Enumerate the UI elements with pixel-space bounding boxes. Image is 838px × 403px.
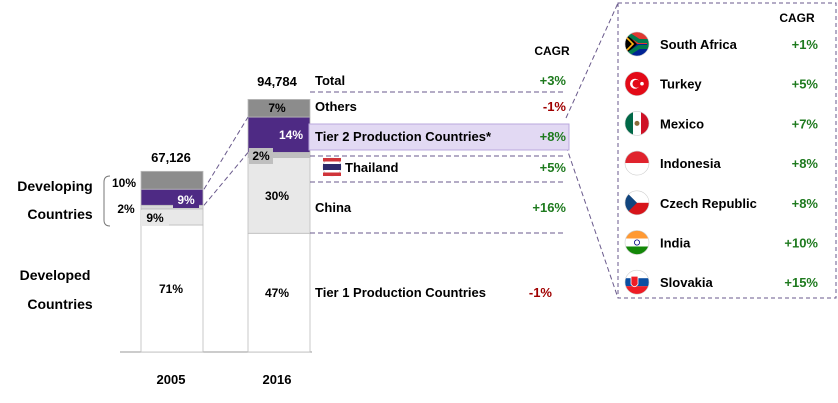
row-label-4: China [315, 200, 352, 215]
row-cagr-2: +8% [540, 129, 567, 144]
row-cagr-4: +16% [532, 200, 566, 215]
connector-tier2-bottom [203, 152, 249, 206]
bar-label-2016-china: 30% [265, 189, 289, 203]
row-label-3: Thailand [345, 160, 399, 175]
bar-label-2016-tier2-box [278, 127, 304, 143]
row-label-1: Others [315, 99, 357, 114]
row-label-5: Tier 1 Production Countries [315, 285, 486, 300]
tier2-country-cagr-4: +8% [792, 196, 819, 211]
year-label-2005: 2005 [157, 372, 186, 387]
bar-label-2005-others: 10% [112, 176, 136, 190]
row-label-0: Total [315, 73, 345, 88]
india-flag-icon [624, 230, 650, 255]
connector-tier2-top [203, 116, 249, 190]
year-label-2016: 2016 [263, 372, 292, 387]
callout-connector-top [565, 2, 619, 119]
developing-bracket [103, 175, 111, 227]
turkey-flag-icon [624, 71, 650, 96]
bar-label-2016-tier1: 47% [265, 286, 289, 300]
cagr-header: CAGR [534, 44, 570, 58]
south-africa-flag-icon [624, 31, 650, 57]
mexico-flag-icon [624, 111, 650, 136]
bar-label-2005-thailand: 2% [117, 202, 135, 216]
tier2-country-cagr-0: +1% [792, 37, 819, 52]
bar-label-2016-thailand: 2% [252, 149, 270, 163]
bar-label-2016-others: 7% [268, 101, 286, 115]
bar-label-2016-thailand-box [249, 148, 273, 164]
row-cagr-3: +5% [540, 160, 567, 175]
total-label-2005: 67,126 [151, 150, 191, 165]
tier2-callout-panel [617, 2, 837, 299]
tier2-country-name-1: Turkey [660, 77, 702, 92]
tier2-country-name-3: Indonesia [660, 156, 721, 171]
row-cagr-0: +3% [540, 73, 567, 88]
indonesia-flag-icon [624, 150, 650, 176]
tier2-highlight [308, 123, 570, 151]
developing-label-line2: Countries [27, 206, 93, 222]
bar-label-2005-tier2: 9% [177, 193, 195, 207]
tier2-cagr-header: CAGR [779, 11, 815, 25]
developed-label-line1: Developed [20, 267, 91, 283]
tier2-country-cagr-3: +8% [792, 156, 819, 171]
developed-label-line2: Countries [27, 296, 93, 312]
row-cagr-5: -1% [529, 285, 553, 300]
row-label-2: Tier 2 Production Countries* [315, 129, 492, 144]
bar-segment-2005-0 [140, 224, 204, 353]
tier2-country-name-2: Mexico [660, 116, 704, 131]
bar-segment-2016-1 [247, 157, 311, 234]
tier2-country-cagr-2: +7% [792, 116, 819, 131]
thailand-flag-icon [322, 157, 342, 177]
bar-label-2016-tier2: 14% [279, 128, 303, 142]
bar-segment-2005-4 [140, 170, 204, 190]
tier2-country-cagr-1: +5% [792, 77, 819, 92]
bar-label-2005-china-box [141, 210, 169, 226]
bar-label-2005-developed: 71% [159, 282, 183, 296]
tier2-country-name-5: India [660, 236, 691, 251]
bar-segment-2016-0 [247, 232, 311, 353]
bar-label-2016-others-box [265, 100, 289, 116]
tier2-country-cagr-6: +15% [784, 275, 818, 290]
bar-label-2005-china: 9% [146, 211, 164, 225]
slovakia-flag-icon [624, 269, 650, 295]
tier2-country-name-4: Czech Republic [660, 196, 757, 211]
czech-republic-flag-icon [624, 190, 650, 216]
bar-label-2005-tier2-box [173, 192, 199, 208]
tier2-country-cagr-5: +10% [784, 236, 818, 251]
tier2-country-name-6: Slovakia [660, 275, 714, 290]
row-cagr-1: -1% [543, 99, 567, 114]
callout-connector-bottom [565, 145, 619, 299]
tier2-country-name-0: South Africa [660, 37, 738, 52]
total-label-2016: 94,784 [257, 74, 298, 89]
developing-label-line1: Developing [17, 178, 92, 194]
